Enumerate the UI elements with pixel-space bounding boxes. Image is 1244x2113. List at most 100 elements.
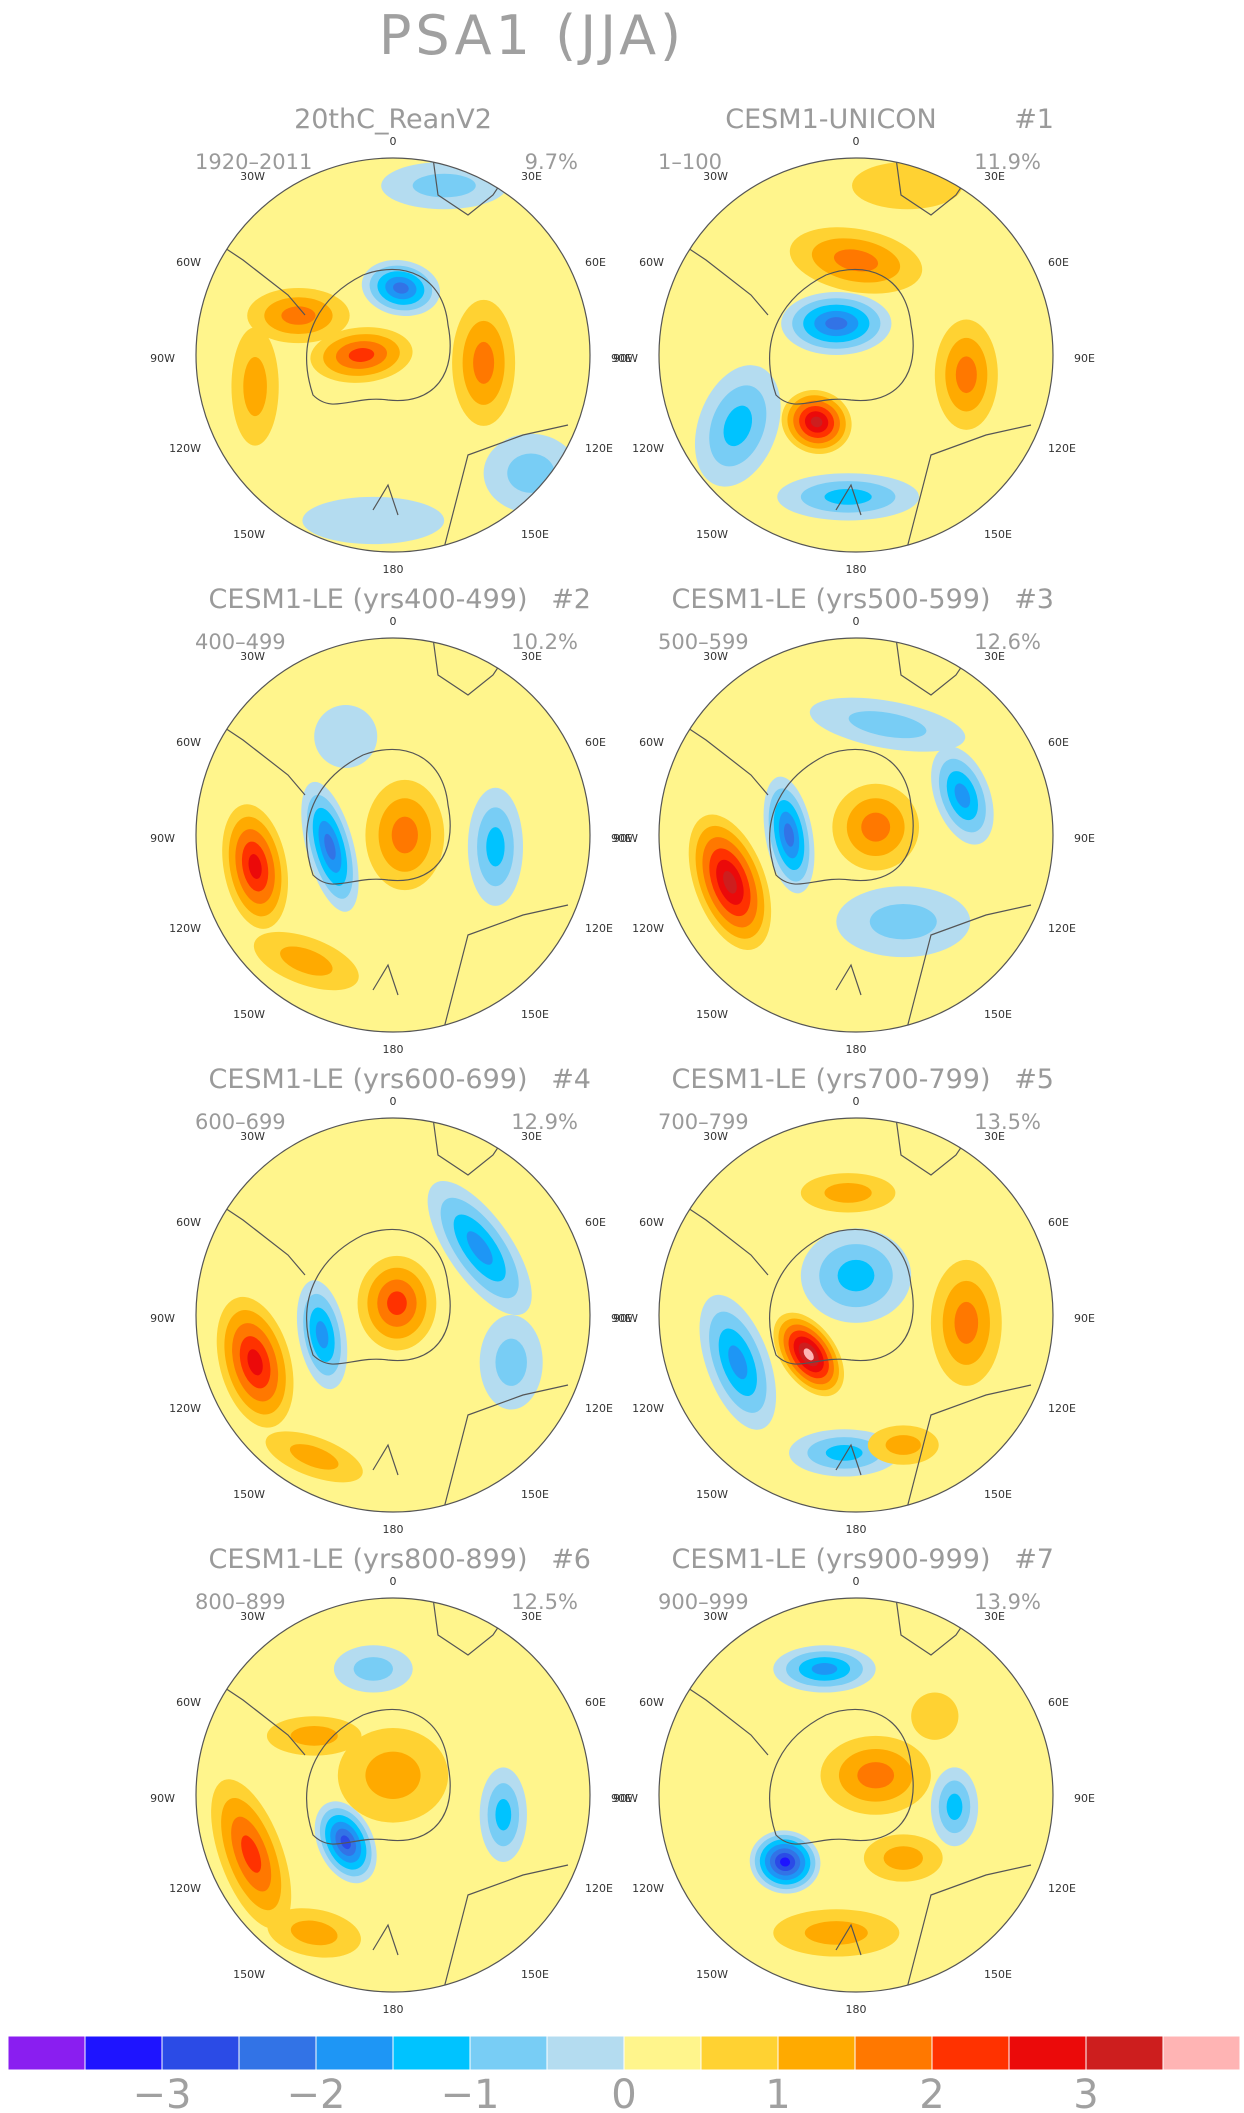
australia-coastline (905, 424, 1032, 552)
map-panel: CESM1-LE (yrs900-999) #7 900–999 13.9% 0 30E 6… (613, 1544, 1095, 2016)
contour-level (340, 1835, 351, 1850)
contour-level (883, 1846, 923, 1870)
anomaly-field (196, 1118, 590, 1512)
contour-level (365, 1751, 421, 1799)
panel-years: 600–699 (195, 1110, 286, 1134)
longitude-label: 180 (383, 563, 404, 576)
longitude-label: 180 (846, 1523, 867, 1536)
contour-level (869, 903, 937, 940)
positive-anomaly-lobe (863, 1834, 943, 1882)
longitude-label: 30E (984, 170, 1005, 183)
panel-variance: 9.7% (525, 150, 578, 174)
contour-level (353, 1657, 393, 1681)
longitude-label: 150W (233, 1968, 265, 1981)
longitude-label: 90E (611, 832, 632, 845)
contour-level (911, 1692, 959, 1740)
panel-title: CESM1-LE (yrs600-699) (209, 1064, 528, 1095)
contour-level (302, 496, 445, 545)
colorbar-tick-label: 3 (1073, 2072, 1098, 2113)
colorbar-swatch (84, 2035, 163, 2071)
map-border (195, 637, 591, 1033)
new-zealand-coastline (835, 963, 862, 996)
map-border (195, 1597, 591, 1993)
longitude-label: 0 (853, 615, 860, 628)
contour-level (824, 1183, 872, 1203)
longitude-label: 60E (585, 736, 606, 749)
colorbar-swatch (854, 2035, 933, 2071)
colorbar-swatch (546, 2035, 625, 2071)
panel-title: CESM1-LE (yrs700-799) (672, 1064, 991, 1095)
negative-anomaly-lobe (479, 1767, 527, 1862)
new-zealand-coastline (835, 1443, 862, 1476)
contour-level (728, 1345, 748, 1380)
longitude-label: 180 (846, 2003, 867, 2016)
contour-level (247, 1349, 263, 1376)
anomaly-field (196, 1598, 590, 1992)
panel-grid: 20thC_ReanV2 1920–2011 9.7% 0 30E 60E 90E 120E 1… (150, 104, 1095, 2016)
colorbar-swatch (1162, 2035, 1241, 2071)
longitude-label: 60W (639, 256, 664, 269)
contour-level (857, 1762, 895, 1789)
contour-level (290, 1726, 338, 1746)
contour-level (824, 488, 872, 505)
longitude-label: 150E (984, 1968, 1012, 1981)
negative-anomaly-lobe (314, 1801, 377, 1884)
panel-run-number: #3 (1014, 584, 1054, 615)
panel-run-number: #6 (551, 1544, 591, 1575)
longitude-label: 30E (984, 650, 1005, 663)
contour-level (955, 356, 977, 394)
panel-years: 1920–2011 (195, 150, 312, 174)
contour-level (780, 1857, 791, 1867)
contour-level (810, 416, 823, 428)
contour-level (473, 341, 495, 384)
contour-level (348, 348, 375, 362)
anomaly-field (659, 1118, 1053, 1512)
new-zealand-coastline (835, 1923, 862, 1956)
positive-anomaly-lobe (267, 1908, 361, 1958)
antarctica-coastline (769, 1708, 914, 1845)
positive-anomaly-lobe (365, 779, 445, 891)
longitude-label: 120E (1048, 1882, 1076, 1895)
negative-anomaly-lobe (800, 1228, 912, 1323)
longitude-label: 30W (703, 1130, 728, 1143)
positive-anomaly-lobe (310, 327, 413, 383)
contour-level (412, 173, 476, 198)
longitude-label: 60W (639, 1216, 664, 1229)
colorbar-swatch (392, 2035, 471, 2071)
positive-anomaly-lobe (452, 299, 516, 426)
longitude-label: 120E (585, 442, 613, 455)
panel-title: CESM1-LE (yrs900-999) (672, 1544, 991, 1575)
longitude-label: 150W (696, 528, 728, 541)
panel-variance: 13.9% (974, 1590, 1041, 1614)
longitude-label: 0 (390, 1575, 397, 1588)
positive-anomaly-lobe (222, 804, 289, 929)
longitude-label: 150E (984, 1008, 1012, 1021)
longitude-label: 120W (632, 442, 664, 455)
contour-level (783, 823, 795, 847)
longitude-label: 90E (1074, 1312, 1095, 1325)
negative-anomaly-lobe (694, 365, 781, 487)
longitude-label: 30W (240, 170, 265, 183)
negative-anomaly-lobe (302, 496, 445, 545)
map-border (658, 157, 1054, 553)
negative-anomaly-lobe (773, 1645, 876, 1693)
longitude-label: 0 (390, 1095, 397, 1108)
australia-coastline (442, 424, 569, 552)
colorbar-swatch (623, 2035, 702, 2071)
colorbar: −3 −2 −1 0 1 2 3 (7, 2035, 1241, 2113)
anomaly-field (659, 158, 1053, 552)
contour-level (825, 1445, 863, 1461)
colorbar-swatch (238, 2035, 317, 2071)
panel-years: 800–899 (195, 1590, 286, 1614)
contour-level (314, 704, 378, 769)
colorbar-swatch (1008, 2035, 1087, 2071)
longitude-label: 90E (1074, 1792, 1095, 1805)
positive-anomaly-lobe (934, 319, 998, 430)
positive-anomaly-lobe (773, 1312, 845, 1397)
positive-anomaly-lobe (266, 1716, 362, 1756)
panel-years: 900–999 (658, 1590, 749, 1614)
panel-variance: 12.9% (511, 1110, 578, 1134)
positive-anomaly-lobe (337, 1728, 449, 1823)
panel-years: 500–599 (658, 630, 749, 654)
colorbar-tick-label: −2 (287, 2072, 346, 2113)
